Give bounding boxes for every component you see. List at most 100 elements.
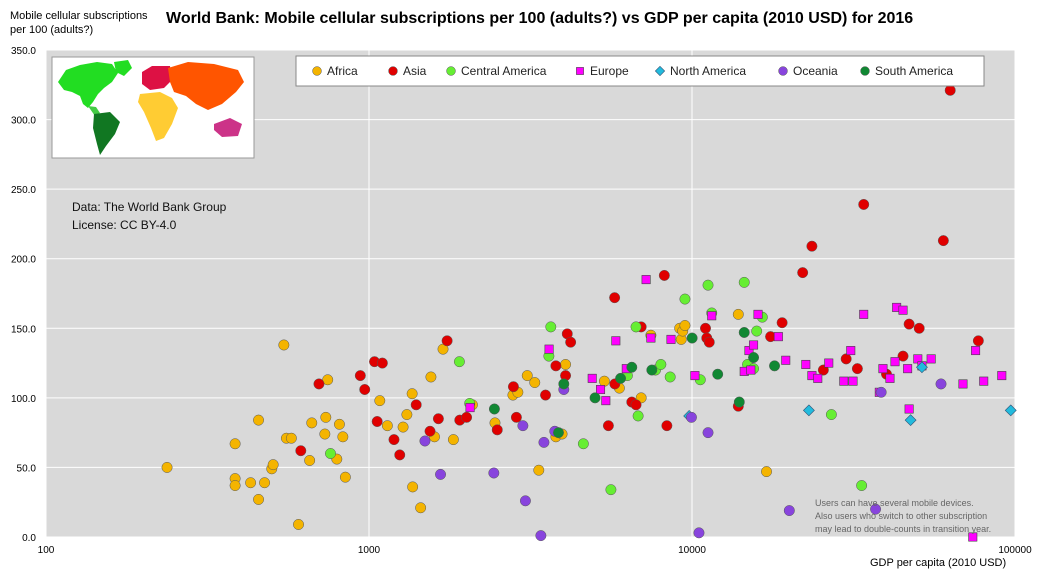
y-tick-labels: 0.0 50.0 100.0 150.0 200.0 250.0 300.0 350.0 [11,46,36,544]
point-africa-9 [267,459,279,471]
map-asia [168,62,244,110]
point-africa-21 [337,431,349,443]
point-europe-1 [544,344,554,354]
y-tick-label-2: 100.0 [11,394,36,405]
point-central-america-17 [738,276,750,288]
point-europe-3 [596,385,606,395]
point-europe-0 [465,403,475,413]
note-line-1: Users can have several mobile devices. [815,498,974,508]
point-africa-20 [333,418,345,430]
point-africa-40 [533,464,545,476]
point-south-america-5 [626,361,638,373]
point-asia-19 [550,360,562,372]
point-central-america-4 [545,321,557,333]
point-central-america-12 [664,371,676,383]
point-asia-49 [972,335,984,347]
point-oceania-13 [870,503,882,515]
point-oceania-10 [693,527,705,539]
x-tick-label-1: 1000 [358,545,381,556]
point-central-america-22 [825,409,837,421]
source-line-2: License: CC BY-4.0 [72,218,177,232]
point-africa-43 [560,359,572,370]
point-africa-14 [304,455,316,466]
point-asia-29 [658,269,670,281]
point-asia-31 [700,322,711,334]
note-line-3: may lead to double-counts in transition … [815,524,991,534]
point-africa-23 [374,395,386,407]
point-central-america-5 [577,438,589,450]
point-oceania-6 [538,436,550,448]
point-europe-30 [890,357,900,367]
point-europe-8 [646,333,656,343]
point-asia-0 [295,445,307,457]
point-central-america-0 [325,448,336,459]
legend-marker-africa [312,66,322,76]
point-africa-7 [259,477,271,489]
point-africa-15 [306,417,318,429]
point-europe-28 [878,364,888,374]
point-asia-12 [441,335,453,347]
point-europe-10 [690,371,700,381]
point-europe-9 [666,334,676,344]
point-europe-7 [641,275,651,285]
point-asia-16 [507,381,519,393]
note-line-2: Also users who switch to other subscript… [815,511,987,521]
point-south-america-6 [646,364,658,376]
point-africa-6 [253,493,264,505]
point-oceania-11 [702,427,714,439]
legend-label-asia: Asia [403,64,427,78]
point-europe-21 [813,373,823,383]
point-south-america-9 [733,396,745,408]
point-oceania-4 [519,495,531,507]
point-oceania-2 [488,467,500,479]
point-south-america-8 [712,368,724,380]
y-tick-label-0: 0.0 [22,533,36,544]
y-tick-label-7: 350.0 [11,46,36,57]
legend-label-central-america: Central America [461,64,547,78]
map-central-america [88,106,100,116]
y-axis-label-line-2: per 100 (adults?) [10,24,93,36]
point-africa-25 [397,421,409,433]
point-south-america-0 [488,403,500,415]
map-africa [138,92,178,141]
y-tick-label-4: 200.0 [11,255,36,266]
point-oceania-0 [419,435,431,447]
point-asia-14 [461,411,473,423]
point-africa-4 [245,477,257,489]
point-south-america-12 [769,360,780,372]
point-oceania-15 [935,378,947,390]
point-oceania-1 [435,468,446,480]
point-central-america-1 [453,356,465,368]
point-asia-30 [661,420,673,432]
legend-label-oceania: Oceania [793,64,838,78]
point-central-america-15 [702,279,714,291]
point-europe-14 [746,365,756,375]
point-asia-36 [776,317,788,329]
point-europe-19 [801,359,811,369]
point-europe-26 [859,309,869,319]
point-asia-24 [609,292,621,304]
point-asia-41 [851,363,863,375]
point-africa-26 [401,409,413,421]
point-europe-5 [611,336,621,346]
point-europe-34 [904,404,914,414]
point-africa-44 [598,375,610,387]
chart-title: World Bank: Mobile cellular subscription… [166,10,913,27]
point-south-america-1 [553,427,564,439]
point-africa-39 [529,377,541,389]
point-asia-7 [388,434,400,446]
point-africa-28 [407,481,419,493]
point-south-america-7 [686,332,698,344]
legend-marker-oceania [778,66,788,76]
point-europe-23 [839,376,849,386]
point-asia-45 [903,318,915,330]
point-europe-17 [773,332,783,342]
source-line-1: Data: The World Bank Group [72,200,227,214]
legend-label-north-america: North America [670,64,746,78]
y-tick-label-6: 300.0 [11,116,36,127]
point-africa-12 [285,432,297,444]
point-asia-48 [944,84,956,96]
point-central-america-6 [605,484,617,496]
y-tick-label-1: 50.0 [17,463,37,474]
